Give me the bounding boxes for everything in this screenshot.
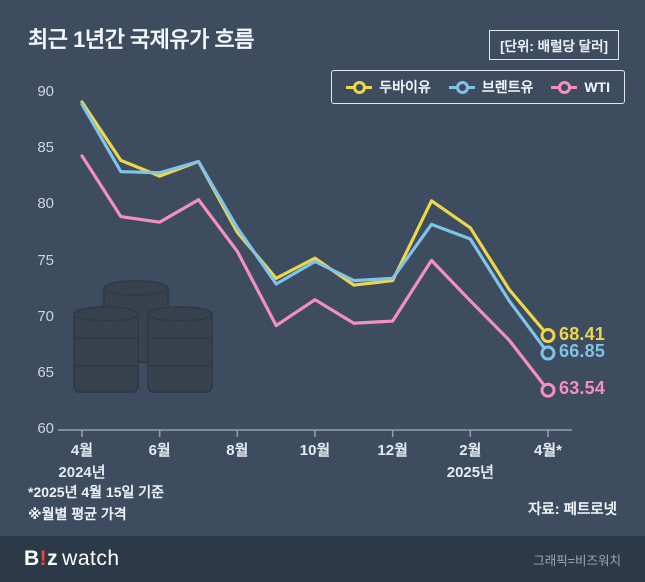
legend-label-wti: WTI bbox=[584, 79, 610, 95]
y-axis-label: 90 bbox=[37, 83, 54, 100]
y-axis-label: 75 bbox=[37, 251, 54, 269]
dubai-end-value: 68.41 bbox=[559, 323, 606, 344]
brent-line-marker-icon bbox=[448, 80, 475, 94]
x-axis-label: 8월 bbox=[226, 442, 249, 459]
y-axis-label: 60 bbox=[37, 420, 54, 437]
wti-line-marker-icon bbox=[551, 80, 578, 94]
graphic-credit: 그래픽=비즈워치 bbox=[533, 553, 621, 568]
dubai-line-marker-icon bbox=[346, 80, 373, 94]
footnote-date-basis: *2025년 4월 15일 기준 bbox=[28, 484, 165, 500]
page-title: 최근 1년간 국제유가 흐름 bbox=[28, 27, 254, 52]
wti-end-value: 63.54 bbox=[559, 378, 606, 399]
bizwatch-logo: B!z watch bbox=[24, 547, 120, 570]
x-axis-label: 6월 bbox=[148, 442, 171, 459]
x-axis-label: 2월 bbox=[459, 442, 482, 459]
legend-label-brent: 브렌트유 bbox=[481, 79, 534, 95]
x-axis-label: 4월 bbox=[70, 442, 94, 459]
oil-barrels-watermark-icon bbox=[73, 280, 213, 393]
legend-item-brent: 브렌트유 bbox=[448, 77, 534, 97]
y-axis-label: 80 bbox=[37, 195, 54, 213]
y-axis-label: 85 bbox=[37, 139, 54, 157]
brent-end-value: 66.85 bbox=[559, 341, 606, 362]
chart-legend: 두바이유 브렌트유 WTI bbox=[331, 70, 625, 104]
x-axis-label: 12월 bbox=[377, 442, 408, 459]
y-axis-label: 70 bbox=[37, 307, 54, 325]
x-year-label: 2025년 bbox=[446, 464, 494, 481]
unit-label: [단위: 배럴당 달러] bbox=[489, 30, 619, 60]
footer-bar: B!z watch 그래픽=비즈워치 bbox=[0, 536, 645, 582]
legend-item-wti: WTI bbox=[551, 79, 610, 95]
x-axis-label: 4월* bbox=[534, 442, 562, 459]
legend-label-dubai: 두바이유 bbox=[379, 79, 431, 95]
x-year-label: 2024년 bbox=[58, 464, 106, 481]
footnote-monthly-average: ※월별 평균 가격 bbox=[28, 506, 127, 522]
x-axis-label: 10월 bbox=[299, 442, 331, 459]
y-axis-label: 65 bbox=[37, 363, 54, 381]
data-source-label: 자료: 페트로넷 bbox=[528, 502, 617, 518]
legend-item-dubai: 두바이유 bbox=[346, 77, 431, 97]
